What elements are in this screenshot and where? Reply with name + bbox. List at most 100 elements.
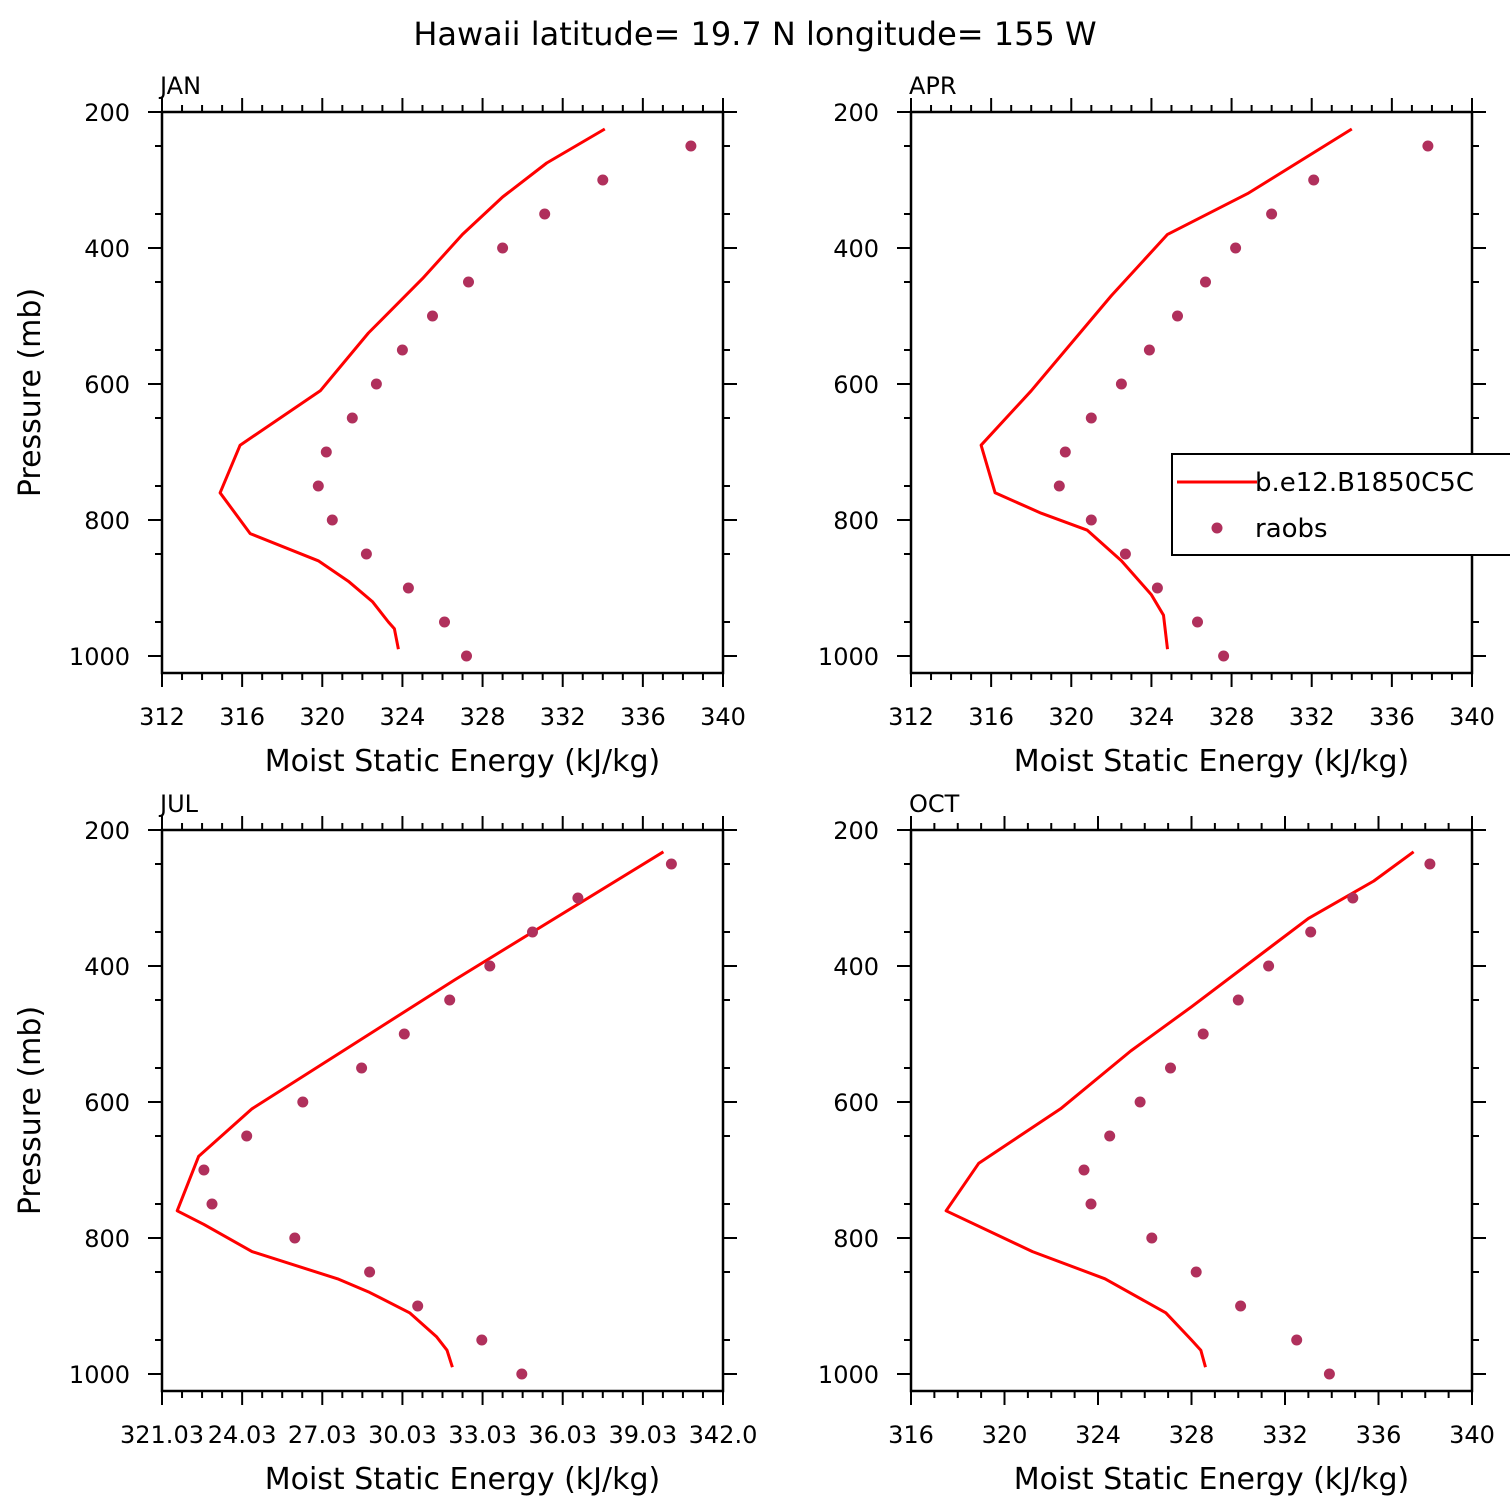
y-tick-label: 1000	[818, 1361, 879, 1389]
y-tick-label: 600	[833, 1089, 879, 1117]
panel-label: OCT	[909, 790, 960, 818]
raobs-point	[444, 994, 456, 1006]
x-tick-label: 27.03	[288, 1421, 357, 1449]
y-tick-label: 600	[84, 371, 130, 399]
y-tick-label: 200	[84, 99, 130, 127]
raobs-point	[206, 1198, 218, 1210]
panel-jul: 321.03 24.03 27.03 30.03 33.03 36.03 39.03 342.…	[13, 790, 757, 1497]
panel-jan: 312 316 320 324 328 332 336 340 200 400 600 800 1000…	[13, 72, 746, 779]
raobs-point	[1134, 1096, 1146, 1108]
raobs-point	[1151, 582, 1163, 594]
x-tick-label: 316	[968, 703, 1014, 731]
y-tick-label: 600	[84, 1089, 130, 1117]
raobs-point	[1085, 412, 1097, 424]
raobs-point	[1235, 1300, 1247, 1312]
raobs-point	[1291, 1334, 1303, 1346]
y-tick-label: 800	[833, 1225, 879, 1253]
raobs-point	[1230, 242, 1242, 254]
raobs-point	[312, 480, 324, 492]
x-tick-label: 336	[620, 703, 666, 731]
y-tick-label: 800	[84, 507, 130, 535]
x-tick-label: 340	[1449, 1421, 1495, 1449]
raobs-point	[572, 892, 584, 904]
x-tick-label: 30.03	[368, 1421, 437, 1449]
raobs-point	[297, 1096, 309, 1108]
raobs-point	[484, 960, 496, 972]
x-tick-label: 321.03	[120, 1421, 204, 1449]
raobs-point	[427, 310, 438, 322]
raobs-point	[396, 344, 408, 356]
x-tick-label: 316	[219, 703, 265, 731]
raobs-point	[241, 1130, 253, 1142]
raobs-point	[1197, 1028, 1209, 1040]
plot-frame	[909, 828, 1474, 1393]
raobs-point	[289, 1232, 301, 1244]
raobs-point	[1263, 960, 1275, 972]
x-tick-label: 324	[380, 703, 426, 731]
raobs-point	[320, 446, 332, 458]
legend: b.e12.B1850C5C raobs	[1171, 453, 1510, 556]
raobs-point	[1059, 446, 1071, 458]
raobs-point	[402, 582, 414, 594]
y-tick-label: 400	[833, 953, 879, 981]
panel-label: JUL	[158, 790, 199, 818]
plot-frame	[160, 828, 725, 1393]
x-tick-label: 324	[1129, 703, 1175, 731]
y-tick-label: 400	[833, 235, 879, 263]
raobs-point	[370, 378, 382, 390]
plot-frame	[909, 110, 1474, 675]
raobs-point	[1143, 344, 1155, 356]
x-tick-label: 320	[1048, 703, 1094, 731]
y-tick-label: 200	[833, 817, 879, 845]
x-tick-label: 36.03	[528, 1421, 597, 1449]
legend-model-label: b.e12.B1850C5C	[1255, 468, 1474, 498]
raobs-point	[439, 616, 450, 628]
y-tick-label: 200	[84, 817, 130, 845]
raobs-point	[597, 174, 609, 186]
x-tick-label: 336	[1356, 1421, 1402, 1449]
raobs-point	[1192, 616, 1203, 628]
panel-label: APR	[909, 72, 957, 100]
raobs-point	[1422, 140, 1434, 152]
raobs-point	[516, 1368, 528, 1380]
raobs-point	[1078, 1164, 1090, 1176]
x-tick-label: 340	[700, 703, 746, 731]
x-tick-label: 324	[1075, 1421, 1121, 1449]
model-series-line	[944, 850, 1415, 1368]
raobs-point	[1266, 208, 1278, 220]
figure-title: Hawaii latitude= 19.7 N longitude= 155 W	[413, 15, 1096, 53]
raobs-point	[463, 276, 474, 288]
raobs-point	[364, 1266, 376, 1278]
x-tick-label: 328	[1169, 1421, 1215, 1449]
raobs-point	[1218, 650, 1230, 662]
x-tick-label: 316	[888, 1421, 934, 1449]
raobs-point	[1323, 1368, 1335, 1380]
raobs-point	[412, 1300, 424, 1312]
raobs-point	[1085, 1198, 1097, 1210]
raobs-point	[476, 1334, 488, 1346]
raobs-point	[398, 1028, 410, 1040]
panel-apr: 312 316 320 324 328 332 336 340 200 400 600 800 1000…	[818, 72, 1495, 779]
y-tick-label: 1000	[818, 643, 879, 671]
y-tick-label: 1000	[69, 643, 130, 671]
y-tick-label: 400	[84, 235, 130, 263]
x-tick-label: 24.03	[208, 1421, 277, 1449]
y-axis-label: Pressure (mb)	[13, 288, 48, 497]
x-tick-label: 332	[1262, 1421, 1308, 1449]
raobs-point	[1085, 514, 1097, 526]
y-tick-label: 1000	[69, 1361, 130, 1389]
legend-box	[1171, 453, 1510, 556]
raobs-point	[346, 412, 358, 424]
raobs-point	[1308, 174, 1320, 186]
raobs-point	[1119, 548, 1131, 560]
x-axis-label: Moist Static Energy (kJ/kg)	[265, 1462, 661, 1497]
y-tick-label: 400	[84, 953, 130, 981]
raobs-point	[1424, 858, 1436, 870]
y-axis-label: Pressure (mb)	[13, 1006, 48, 1215]
raobs-point	[539, 208, 551, 220]
x-tick-label: 312	[139, 703, 185, 731]
y-tick-label: 800	[84, 1225, 130, 1253]
x-tick-label: 312	[888, 703, 934, 731]
raobs-point	[356, 1062, 368, 1074]
x-tick-label: 332	[540, 703, 586, 731]
